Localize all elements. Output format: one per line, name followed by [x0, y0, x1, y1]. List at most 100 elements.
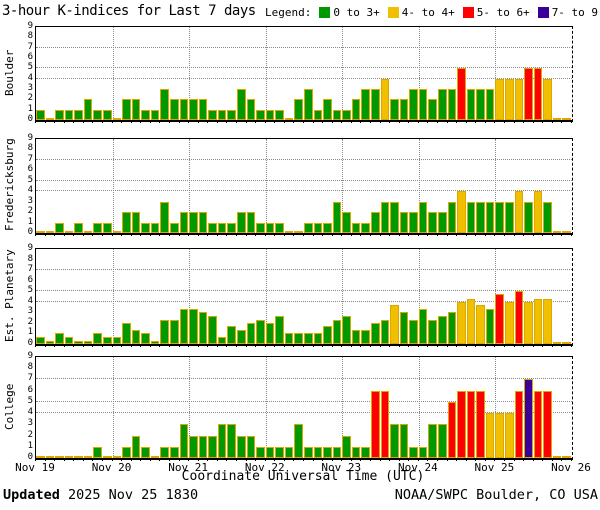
h-gridline-5: [36, 400, 572, 402]
y-tick-label: 5: [27, 62, 33, 73]
legend-swatch-0: [319, 7, 331, 18]
k-bar: [304, 222, 313, 233]
slot-tick: [465, 121, 467, 123]
k-bar: [112, 456, 122, 458]
slot-tick: [264, 234, 266, 236]
k-bar: [83, 231, 93, 233]
slot-tick: [542, 234, 544, 236]
slot-tick: [379, 345, 381, 347]
k-bar: [112, 336, 122, 344]
k-bar: [371, 212, 380, 233]
slot-tick: [121, 121, 123, 123]
slot-tick: [216, 345, 218, 347]
slot-tick: [92, 345, 94, 347]
updated-label: Updated: [3, 487, 60, 503]
x-tick-label: Nov 22: [244, 461, 285, 474]
k-bar: [256, 222, 265, 233]
slot-tick: [44, 345, 46, 347]
k-bar: [361, 89, 370, 120]
slot-tick: [44, 459, 46, 461]
slot-tick: [264, 121, 266, 123]
k-bar: [189, 212, 198, 233]
slot-tick: [63, 459, 65, 461]
k-bar: [122, 212, 131, 233]
slot-tick: [73, 459, 75, 461]
slot-tick: [216, 459, 218, 461]
k-bar: [476, 304, 485, 344]
k-bar: [428, 319, 437, 344]
slot-tick: [130, 121, 132, 123]
slot-tick: [379, 121, 381, 123]
slot-tick: [542, 121, 544, 123]
slot-tick: [226, 459, 228, 461]
k-bar: [256, 446, 265, 458]
slot-tick: [523, 459, 525, 461]
k-bar: [476, 390, 485, 458]
slot-tick: [130, 459, 132, 461]
slot-tick: [102, 121, 103, 123]
k-bar: [409, 212, 418, 233]
h-gridline-4: [36, 190, 572, 192]
k-bar: [495, 78, 504, 120]
x-tick-label: Nov 19: [15, 461, 55, 474]
slot-tick: [532, 121, 534, 123]
slot-tick: [207, 234, 209, 236]
x-tick-label: Nov 21: [168, 461, 209, 474]
k-bar: [418, 309, 428, 344]
y-tick-label: 2: [27, 206, 33, 217]
slot-tick: [236, 234, 237, 236]
slot-tick: [475, 345, 477, 347]
k-bar: [265, 109, 275, 120]
slot-tick: [82, 345, 84, 347]
k-bar: [390, 304, 399, 344]
k-bar: [93, 109, 102, 120]
k-bar: [160, 201, 169, 233]
k-bar: [304, 89, 313, 120]
slot-tick: [532, 459, 534, 461]
day-gridline: [265, 249, 267, 344]
k-bar: [323, 222, 332, 233]
slot-tick: [456, 234, 458, 236]
slot-tick: [494, 121, 496, 123]
k-bar: [485, 413, 495, 458]
day-gridline: [495, 27, 497, 120]
k-bar: [390, 99, 399, 120]
slot-tick: [370, 121, 371, 123]
k-bar: [217, 336, 227, 344]
k-bar: [256, 319, 265, 344]
slot-tick: [398, 121, 400, 123]
k-bar: [198, 99, 208, 120]
k-bar: [562, 456, 571, 458]
slot-tick: [350, 345, 352, 347]
k-bar: [361, 446, 370, 458]
y-tick-label: 4: [27, 72, 33, 83]
slot-tick: [92, 234, 94, 236]
k-bar: [55, 222, 64, 233]
k-bar: [294, 424, 303, 458]
slot-tick: [446, 459, 448, 461]
x-tick-label: Nov 20: [91, 461, 132, 474]
k-bar: [141, 222, 150, 233]
k-bar: [103, 456, 112, 458]
k-bar: [227, 424, 236, 458]
k-bar: [399, 212, 409, 233]
slot-tick: [341, 459, 343, 461]
slot-tick: [322, 121, 324, 123]
slot-tick: [82, 234, 84, 236]
k-bar: [304, 333, 313, 344]
y-tick-label: 7: [27, 153, 33, 164]
slot-tick: [360, 234, 362, 236]
day-gridline: [112, 249, 114, 344]
station-label-2: Est. Planetary: [3, 249, 16, 342]
slot-tick: [408, 345, 410, 347]
slot-tick: [379, 459, 381, 461]
y-tick-label: 9: [27, 351, 33, 361]
k-bar: [543, 78, 552, 120]
k-bar: [141, 446, 150, 458]
slot-tick: [551, 121, 553, 123]
slot-tick: [427, 121, 429, 123]
slot-tick: [73, 345, 75, 347]
slot-tick: [245, 234, 247, 236]
slot-tick: [169, 345, 170, 347]
